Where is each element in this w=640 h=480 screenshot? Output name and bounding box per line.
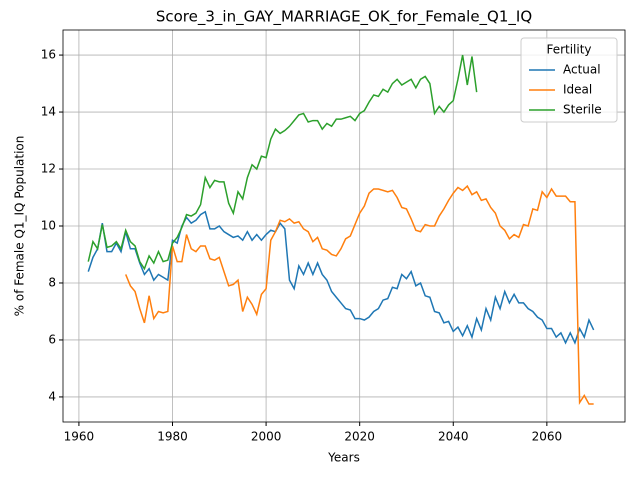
y-tick-label: 12 [41, 162, 56, 176]
y-tick-label: 6 [48, 332, 56, 346]
x-tick-label: 1980 [157, 430, 188, 444]
plot-frame [62, 29, 626, 423]
y-tick-label: 14 [41, 105, 56, 119]
legend: Fertility Actual Ideal Sterile [520, 37, 618, 123]
line-series [125, 184, 594, 406]
line-series [87, 54, 478, 271]
x-tick-label: 2000 [251, 430, 282, 444]
x-tick-label: 2020 [344, 430, 375, 444]
legend-title: Fertility [546, 43, 591, 57]
x-tick-label: 1960 [64, 430, 95, 444]
line-series [87, 210, 595, 345]
legend-box [520, 37, 618, 123]
y-tick-label: 16 [41, 48, 56, 62]
legend-label: Actual [563, 63, 601, 77]
x-tick-label: 2040 [438, 430, 469, 444]
legend-label: Ideal [563, 83, 592, 97]
y-axis-label: % of Female Q1_IQ Population [13, 136, 27, 317]
x-tick-label: 2060 [532, 430, 563, 444]
x-axis-label: Years [327, 451, 360, 465]
chart-title: Score_3_in_GAY_MARRIAGE_OK_for_Female_Q1… [156, 8, 532, 27]
legend-label: Sterile [563, 103, 602, 117]
y-tick-label: 10 [41, 219, 56, 233]
y-tick-label: 4 [48, 389, 56, 403]
y-tick-label: 8 [48, 275, 56, 289]
